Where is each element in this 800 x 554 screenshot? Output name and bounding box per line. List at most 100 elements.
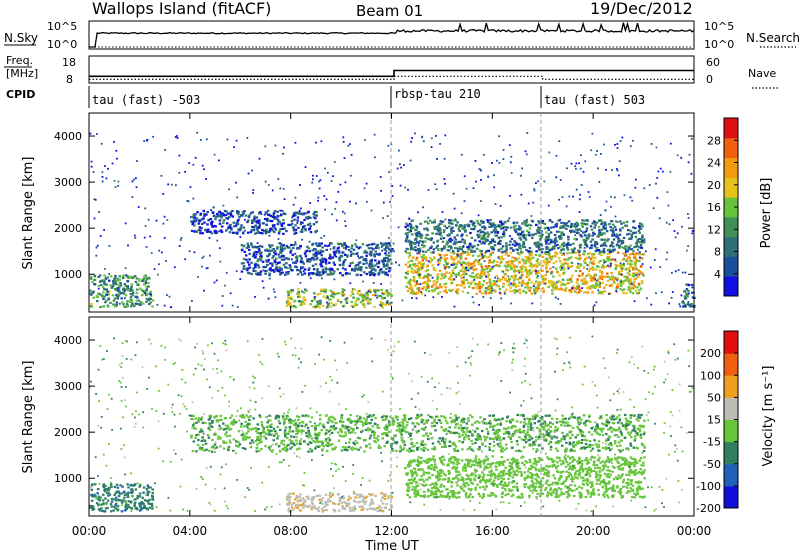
scatter-cell bbox=[391, 195, 394, 197]
scatter-cell bbox=[193, 213, 196, 216]
scatter-cell bbox=[450, 231, 453, 234]
scatter-cell bbox=[263, 213, 266, 216]
scatter-cell bbox=[548, 255, 551, 258]
scatter-cell bbox=[113, 485, 117, 489]
scatter-cell bbox=[265, 224, 268, 227]
scatter-cell bbox=[600, 253, 603, 256]
scatter-cell bbox=[569, 224, 573, 227]
scatter-cell bbox=[461, 227, 464, 230]
scatter-cell bbox=[454, 238, 457, 241]
scatter-cell bbox=[433, 257, 436, 260]
scatter-cell bbox=[424, 250, 428, 253]
scatter-cell bbox=[610, 195, 612, 198]
scatter-cell bbox=[577, 285, 581, 289]
scatter-cell bbox=[517, 243, 521, 246]
scatter-cell bbox=[606, 279, 610, 283]
scatter-cell bbox=[110, 485, 113, 488]
scatter-cell bbox=[638, 289, 641, 292]
scatter-cell bbox=[138, 495, 142, 498]
scatter-cell bbox=[327, 268, 330, 271]
scatter-cell bbox=[291, 247, 295, 250]
scatter-cell bbox=[399, 163, 401, 166]
scatter-cell bbox=[549, 487, 552, 490]
scatter-cell bbox=[486, 231, 489, 234]
scatter-cell bbox=[301, 302, 304, 305]
scatter-cell bbox=[365, 272, 369, 276]
scatter-cell bbox=[529, 252, 532, 255]
scatter-cell bbox=[125, 506, 129, 509]
scatter-cell bbox=[146, 494, 149, 497]
scatter-cell bbox=[140, 507, 144, 510]
scatter-cell bbox=[608, 480, 611, 483]
scatter-cell bbox=[389, 244, 392, 247]
scatter-cell bbox=[134, 302, 138, 305]
scatter-cell bbox=[470, 236, 474, 239]
scatter-cell bbox=[149, 235, 152, 238]
scatter-cell bbox=[443, 290, 446, 293]
scatter-cell bbox=[248, 263, 251, 266]
scatter-cell bbox=[222, 221, 225, 224]
scatter-cell bbox=[358, 246, 361, 249]
scatter-cell bbox=[396, 167, 399, 170]
scatter-cell bbox=[542, 282, 546, 285]
scatter-cell bbox=[346, 254, 349, 257]
scatter-cell bbox=[424, 288, 428, 292]
scatter-cell bbox=[620, 269, 623, 272]
scatter-cell bbox=[273, 217, 276, 220]
scatter-cell bbox=[625, 251, 627, 254]
scatter-cell bbox=[381, 292, 384, 295]
scatter-cell bbox=[491, 251, 494, 254]
scatter-cell bbox=[175, 135, 178, 137]
scatter-cell bbox=[387, 259, 390, 263]
scatter-cell bbox=[460, 284, 463, 287]
scatter-cell bbox=[409, 159, 412, 162]
scatter-cell bbox=[199, 212, 203, 215]
scatter-cell bbox=[112, 509, 115, 512]
scatter-cell bbox=[478, 287, 482, 290]
scatter-cell bbox=[310, 507, 313, 511]
scatter-cell bbox=[133, 178, 135, 181]
scatter-cell bbox=[539, 238, 542, 241]
scatter-cell bbox=[147, 276, 150, 279]
scatter-cell bbox=[407, 261, 410, 264]
scatter-cell bbox=[382, 201, 385, 204]
scatter-cell bbox=[302, 260, 304, 263]
scatter-cell bbox=[470, 250, 474, 253]
scatter-cell bbox=[139, 287, 142, 290]
scatter-cell bbox=[218, 210, 222, 213]
scatter-cell bbox=[429, 274, 432, 277]
scatter-cell bbox=[530, 281, 533, 284]
scatter-cell bbox=[390, 495, 394, 498]
scatter-cell bbox=[561, 266, 563, 269]
scatter-cell bbox=[236, 223, 240, 226]
scatter-cell bbox=[292, 229, 296, 232]
scatter-cell bbox=[484, 226, 487, 229]
scatter-cell bbox=[297, 295, 300, 298]
scatter-cell bbox=[506, 219, 510, 222]
scatter-cell bbox=[282, 188, 285, 190]
scatter-cell bbox=[287, 257, 290, 260]
scatter-cell bbox=[193, 224, 196, 227]
scatter-cell bbox=[506, 458, 510, 461]
scatter-cell bbox=[302, 291, 306, 294]
scatter-cell bbox=[600, 276, 604, 279]
scatter-cell bbox=[310, 506, 314, 509]
scatter-cell bbox=[611, 169, 613, 171]
scatter-cell bbox=[428, 219, 432, 222]
scatter-cell bbox=[442, 283, 446, 286]
scatter-cell bbox=[309, 303, 312, 306]
scatter-cell bbox=[604, 209, 607, 212]
noise-left-tick-bottom: 10^0 bbox=[47, 38, 77, 51]
scatter-cell bbox=[531, 481, 535, 485]
scatter-cell bbox=[614, 263, 618, 267]
scatter-cell bbox=[536, 241, 540, 244]
scatter-cell bbox=[326, 273, 329, 276]
scatter-cell bbox=[271, 265, 274, 267]
scatter-cell bbox=[593, 304, 596, 307]
scatter-cell bbox=[541, 221, 544, 224]
scatter-cell bbox=[624, 247, 627, 250]
scatter-cell bbox=[491, 162, 493, 164]
scatter-cell bbox=[492, 222, 495, 225]
scatter-cell bbox=[478, 282, 481, 285]
